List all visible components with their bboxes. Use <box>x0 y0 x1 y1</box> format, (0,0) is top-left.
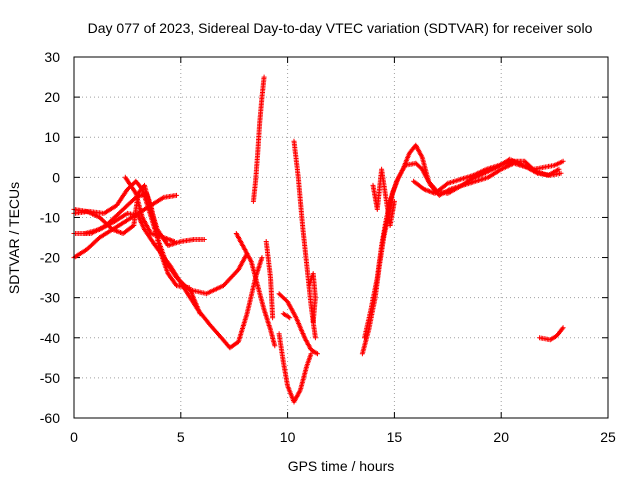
plus-markers <box>280 311 293 321</box>
series-track-5 <box>82 210 265 351</box>
y-tick-label: -60 <box>40 410 60 426</box>
y-tick-label: -40 <box>40 330 60 346</box>
series-track-9 <box>250 74 267 204</box>
series-track-6 <box>122 174 177 244</box>
series-track-11 <box>276 291 320 357</box>
y-tick-label: 0 <box>52 169 60 185</box>
series-track-15 <box>359 160 564 357</box>
x-tick-label: 0 <box>70 429 78 445</box>
x-tick-label: 25 <box>600 429 616 445</box>
x-axis-label: GPS time / hours <box>288 458 395 474</box>
y-tick-label: 20 <box>44 89 60 105</box>
grid <box>74 57 608 418</box>
plus-markers <box>82 210 265 351</box>
series-track-16 <box>362 142 566 341</box>
plus-markers <box>306 271 318 325</box>
plus-markers <box>362 142 566 341</box>
series-track-13 <box>291 138 318 341</box>
axis-ticks: 0 5 10 15 20 25 -60 -50 -40 -30 -20 -10 0 10 20 30 <box>40 49 616 445</box>
series-track-18 <box>411 158 562 196</box>
plus-markers <box>276 291 320 357</box>
series-track-8 <box>263 239 276 321</box>
y-axis-label: SDTVAR / TECUs <box>6 182 22 294</box>
x-tick-label: 10 <box>280 429 296 445</box>
plus-markers <box>263 239 276 321</box>
y-tick-label: -50 <box>40 370 60 386</box>
series-track-19 <box>537 325 566 343</box>
series-track-7 <box>233 231 278 349</box>
data-points <box>71 74 566 405</box>
x-tick-label: 15 <box>387 429 403 445</box>
series-track-12 <box>280 311 293 321</box>
series-track-10 <box>276 331 314 405</box>
x-tick-label: 20 <box>493 429 509 445</box>
chart-title: Day 077 of 2023, Sidereal Day-to-day VTE… <box>88 20 593 36</box>
plot-frame <box>73 56 609 419</box>
x-tick-label: 5 <box>177 429 185 445</box>
plus-markers <box>359 160 564 357</box>
plus-markers <box>250 74 267 204</box>
plus-markers <box>122 174 177 244</box>
series-track-14 <box>306 271 318 325</box>
plus-markers <box>537 325 566 343</box>
y-tick-label: -30 <box>40 290 60 306</box>
y-tick-label: 10 <box>44 129 60 145</box>
plus-markers <box>291 138 318 341</box>
y-tick-label: -20 <box>40 250 60 266</box>
plus-markers <box>411 158 562 196</box>
plus-markers <box>233 231 278 349</box>
y-tick-label: -10 <box>40 209 60 225</box>
plus-markers <box>276 331 314 405</box>
series-track-17 <box>370 166 397 228</box>
plus-markers <box>370 166 397 228</box>
y-tick-label: 30 <box>44 49 60 65</box>
